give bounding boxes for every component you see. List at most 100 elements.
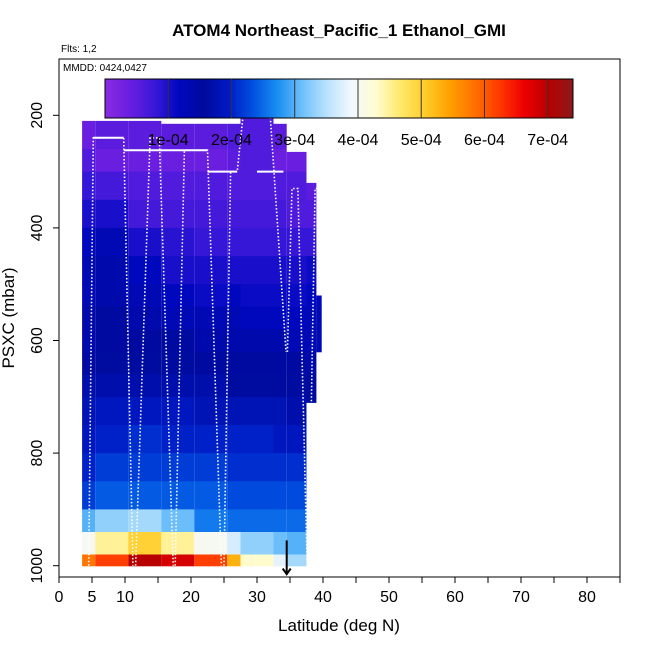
heatmap-cell <box>128 351 162 375</box>
heatmap-cell <box>286 284 307 308</box>
heatmap-cell <box>194 481 228 510</box>
heatmap-cell <box>95 120 129 150</box>
heatmap-cell <box>194 554 228 567</box>
x-tick-label: 70 <box>512 589 530 606</box>
y-tick-label: 1000 <box>29 548 46 584</box>
y-tick-label: 400 <box>29 214 46 241</box>
heatmap-cell <box>128 329 162 353</box>
heatmap-cell <box>227 256 241 285</box>
heatmap-cell <box>194 123 228 150</box>
heatmap-cell <box>161 351 195 375</box>
heatmap-cell <box>227 227 241 257</box>
heatmap-cell <box>273 425 287 454</box>
heatmap-cell <box>240 256 274 285</box>
heatmap-cell <box>95 453 129 482</box>
heatmap-cell <box>194 329 228 353</box>
x-tick-label: 0 <box>55 589 64 606</box>
heatmap-cell <box>161 509 195 533</box>
flight-track-layer <box>87 114 320 566</box>
flights-annotation: Flts: 1,2 <box>61 44 97 55</box>
heatmap-cell <box>227 123 241 150</box>
heatmap-cell <box>273 351 287 375</box>
colorbar-tick-label: 4e-04 <box>338 132 379 149</box>
heatmap-cell <box>95 554 129 567</box>
heatmap-cell <box>95 396 129 426</box>
heatmap-cell <box>240 554 274 567</box>
flight-track-profile <box>87 137 134 566</box>
heatmap-cell <box>240 149 274 173</box>
y-tick-label: 600 <box>29 327 46 354</box>
heatmap-cell <box>286 227 307 257</box>
heatmap-cell <box>194 227 228 257</box>
flight-track-profile <box>134 137 174 566</box>
heatmap-cell <box>273 481 287 510</box>
heatmap-layer <box>82 95 322 567</box>
heatmap-cell <box>306 329 317 353</box>
heatmap-cell <box>82 329 96 353</box>
heatmap-cell <box>82 284 96 308</box>
heatmap-cell <box>286 374 307 398</box>
heatmap-cell <box>128 256 162 285</box>
heatmap-cell <box>128 425 162 454</box>
heatmap-cell <box>95 425 129 454</box>
heatmap-cell <box>273 256 287 285</box>
heatmap-cell <box>286 532 307 555</box>
flight-track-profile <box>286 187 308 566</box>
heatmap-cell <box>161 554 195 567</box>
x-tick-label: 30 <box>248 589 266 606</box>
heatmap-cell <box>128 199 162 229</box>
x-tick-label: 5 <box>88 589 97 606</box>
heatmap-cell <box>227 351 241 375</box>
heatmap-cell <box>240 306 274 330</box>
heatmap-cell <box>161 532 195 555</box>
heatmap-cell <box>240 199 274 229</box>
y-tick-label: 800 <box>29 440 46 467</box>
dates-annotation: MMDD: 0424,0427 <box>63 63 147 74</box>
heatmap-cell <box>240 329 274 353</box>
heatmap-cell <box>306 256 317 285</box>
heatmap-cell <box>161 481 195 510</box>
heatmap-cell <box>82 396 96 426</box>
heatmap-cell <box>273 532 287 555</box>
heatmap-cell <box>316 295 322 308</box>
heatmap-cell <box>95 199 129 229</box>
heatmap-cell <box>240 284 274 308</box>
heatmap-cell <box>95 374 129 398</box>
heatmap-cell <box>161 374 195 398</box>
x-tick-label: 20 <box>182 589 200 606</box>
heatmap-cell <box>273 374 287 398</box>
heatmap-cell <box>194 171 228 201</box>
heatmap-cell <box>286 171 307 201</box>
heatmap-cell <box>128 149 162 173</box>
heatmap-cell <box>95 351 129 375</box>
heatmap-cell <box>273 284 287 308</box>
heatmap-cell <box>82 374 96 398</box>
heatmap-cell <box>240 396 274 426</box>
heatmap-cell <box>273 199 287 229</box>
heatmap-cell <box>273 306 287 330</box>
heatmap-cell <box>194 396 228 426</box>
heatmap-cell <box>227 396 241 426</box>
heatmap-cell <box>128 374 162 398</box>
heatmap-cell <box>286 396 307 426</box>
heatmap-cell <box>194 306 228 330</box>
x-tick-label: 40 <box>314 589 332 606</box>
heatmap-cell <box>128 227 162 257</box>
x-tick-label: 60 <box>446 589 464 606</box>
x-tick-label: 50 <box>380 589 398 606</box>
heatmap-cell <box>161 149 195 173</box>
plot-frame <box>58 58 621 578</box>
heatmap-cell <box>227 306 241 330</box>
heatmap-cell <box>227 374 241 398</box>
heatmap-cell <box>306 182 317 201</box>
heatmap-cell <box>240 351 274 375</box>
heatmap-cell <box>286 509 307 533</box>
heatmap-cell <box>194 509 228 533</box>
heatmap-cell <box>286 425 307 454</box>
heatmap-cell <box>128 120 162 150</box>
heatmap-cell <box>227 171 241 201</box>
heatmap-cell <box>286 199 307 229</box>
heatmap-cell <box>82 351 96 375</box>
heatmap-cell <box>161 227 195 257</box>
heatmap-cell <box>227 481 241 510</box>
